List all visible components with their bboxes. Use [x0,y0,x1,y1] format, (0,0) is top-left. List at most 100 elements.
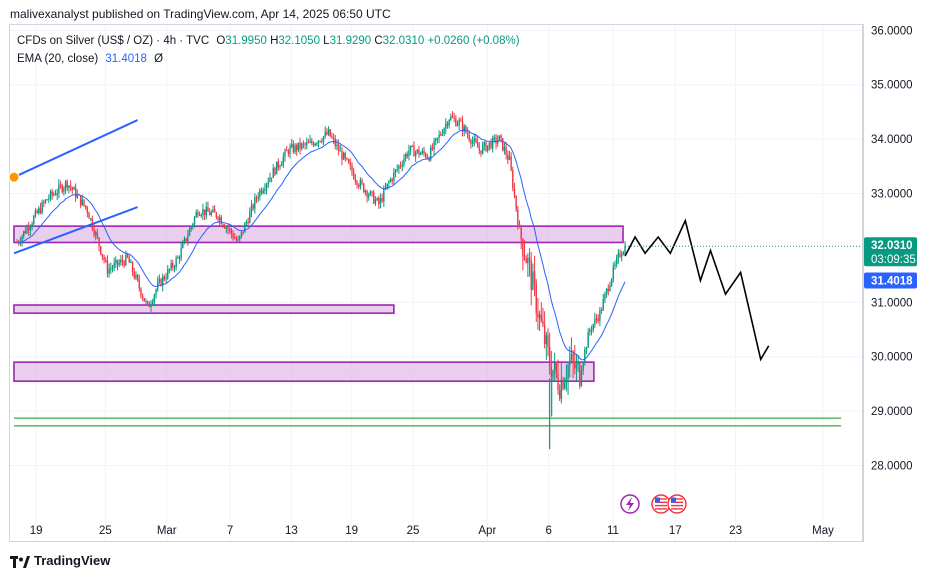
candle-body [585,347,588,350]
candle-body [141,295,144,299]
bolt-glyph-icon [626,497,634,511]
candle-body [497,140,499,144]
x-tick-label: 25 [99,525,112,537]
candle-body [90,218,92,220]
candle-body [180,247,182,259]
candle-body [416,149,419,153]
candle-body [441,134,444,136]
candle-body [383,189,385,202]
change-value: +0.0260 (+0.08%) [427,35,520,47]
candle-body [329,129,331,137]
ema-line [17,129,626,361]
candle-body [537,313,539,318]
y-tick-label: 36.0000 [871,25,913,37]
candle-body [344,153,346,158]
candle-body [113,263,115,268]
open-value: 31.9950 [225,35,267,47]
candle-body [193,217,196,225]
candle-body [267,181,269,185]
y-tick-label: 31.0000 [871,297,913,309]
candle-body [443,128,445,135]
candle-body [111,267,114,269]
candle-body [225,227,228,229]
candle-body [523,256,526,259]
candle-body [615,257,618,265]
footer-brand[interactable]: TradingView [10,553,110,568]
candle-body [207,206,209,212]
high-label: H [270,35,279,47]
x-tick-label: 6 [545,525,551,537]
candle-body [69,185,72,188]
candle-body [413,145,415,157]
candle-body [36,210,38,213]
candle-body [468,134,470,141]
candle-body [401,165,403,167]
candle-body [239,235,241,240]
candle-body [391,179,393,181]
candle-body [319,140,321,142]
open-label: O [216,35,226,47]
candle-body [118,262,120,265]
candle-body [485,142,487,151]
candle-body [436,137,439,139]
candle-body [192,224,194,227]
candle-body [433,140,435,150]
candle-body [560,379,563,399]
trendline-anchor-handle [8,171,20,183]
candle-body [23,231,25,237]
candle-body [445,123,447,129]
candle-body [553,363,556,370]
candle-body [620,255,623,257]
candle-body [190,226,192,230]
candle-body [178,257,181,259]
ema-visibility-icon[interactable]: Ø [154,53,164,65]
symbol-legend[interactable]: CFDs on Silver (US$ / OZ) · 4h · TVC O31… [17,35,520,47]
candle-body [513,188,516,196]
last-price-badge [864,237,917,267]
candle-body [398,165,400,169]
candle-body [388,181,390,184]
candle-body [321,141,323,143]
candle-body [284,150,286,157]
chart-frame [9,24,863,542]
candle-body [559,390,561,399]
candle-body [54,194,57,196]
candle-body [409,145,412,151]
candle-body [495,137,497,144]
candle-body [371,191,373,193]
trendline [13,119,139,179]
us-flag-event-icon [667,494,687,514]
candle-body [562,379,564,389]
candle-body [103,256,105,261]
candle-body [120,259,122,263]
projection-path [624,218,770,362]
candle-body [381,198,383,202]
candle-body [197,212,199,216]
publisher-line: malivexanalyst published on TradingView.… [10,7,391,21]
ema-legend[interactable]: EMA (20, close) 31.4018 Ø [17,53,163,65]
candle-body [421,150,424,154]
candle-body [101,254,104,257]
axis-layer: 19 25 Mar 7 13 19 25 Apr 6 11 17 23 May 36.0000 35.000… [30,25,917,537]
candle-body [349,163,352,166]
candle-body [121,259,124,263]
candle-body [39,208,42,214]
candle-body [274,167,276,175]
candle-body [116,260,119,265]
candle-body [254,197,256,209]
candle-body [215,212,218,218]
candle-body [33,216,35,224]
candle-body [59,184,62,186]
candle-body [279,166,281,168]
candle-body [28,227,30,231]
candle-body [624,246,626,253]
candle-body [431,147,434,150]
candle-body [123,262,125,266]
candle-body [187,235,189,242]
candle-body [597,318,599,321]
candle-body [394,169,397,173]
candle-body [29,227,32,231]
x-tick-label: 7 [227,525,233,537]
candle-body [151,301,154,305]
